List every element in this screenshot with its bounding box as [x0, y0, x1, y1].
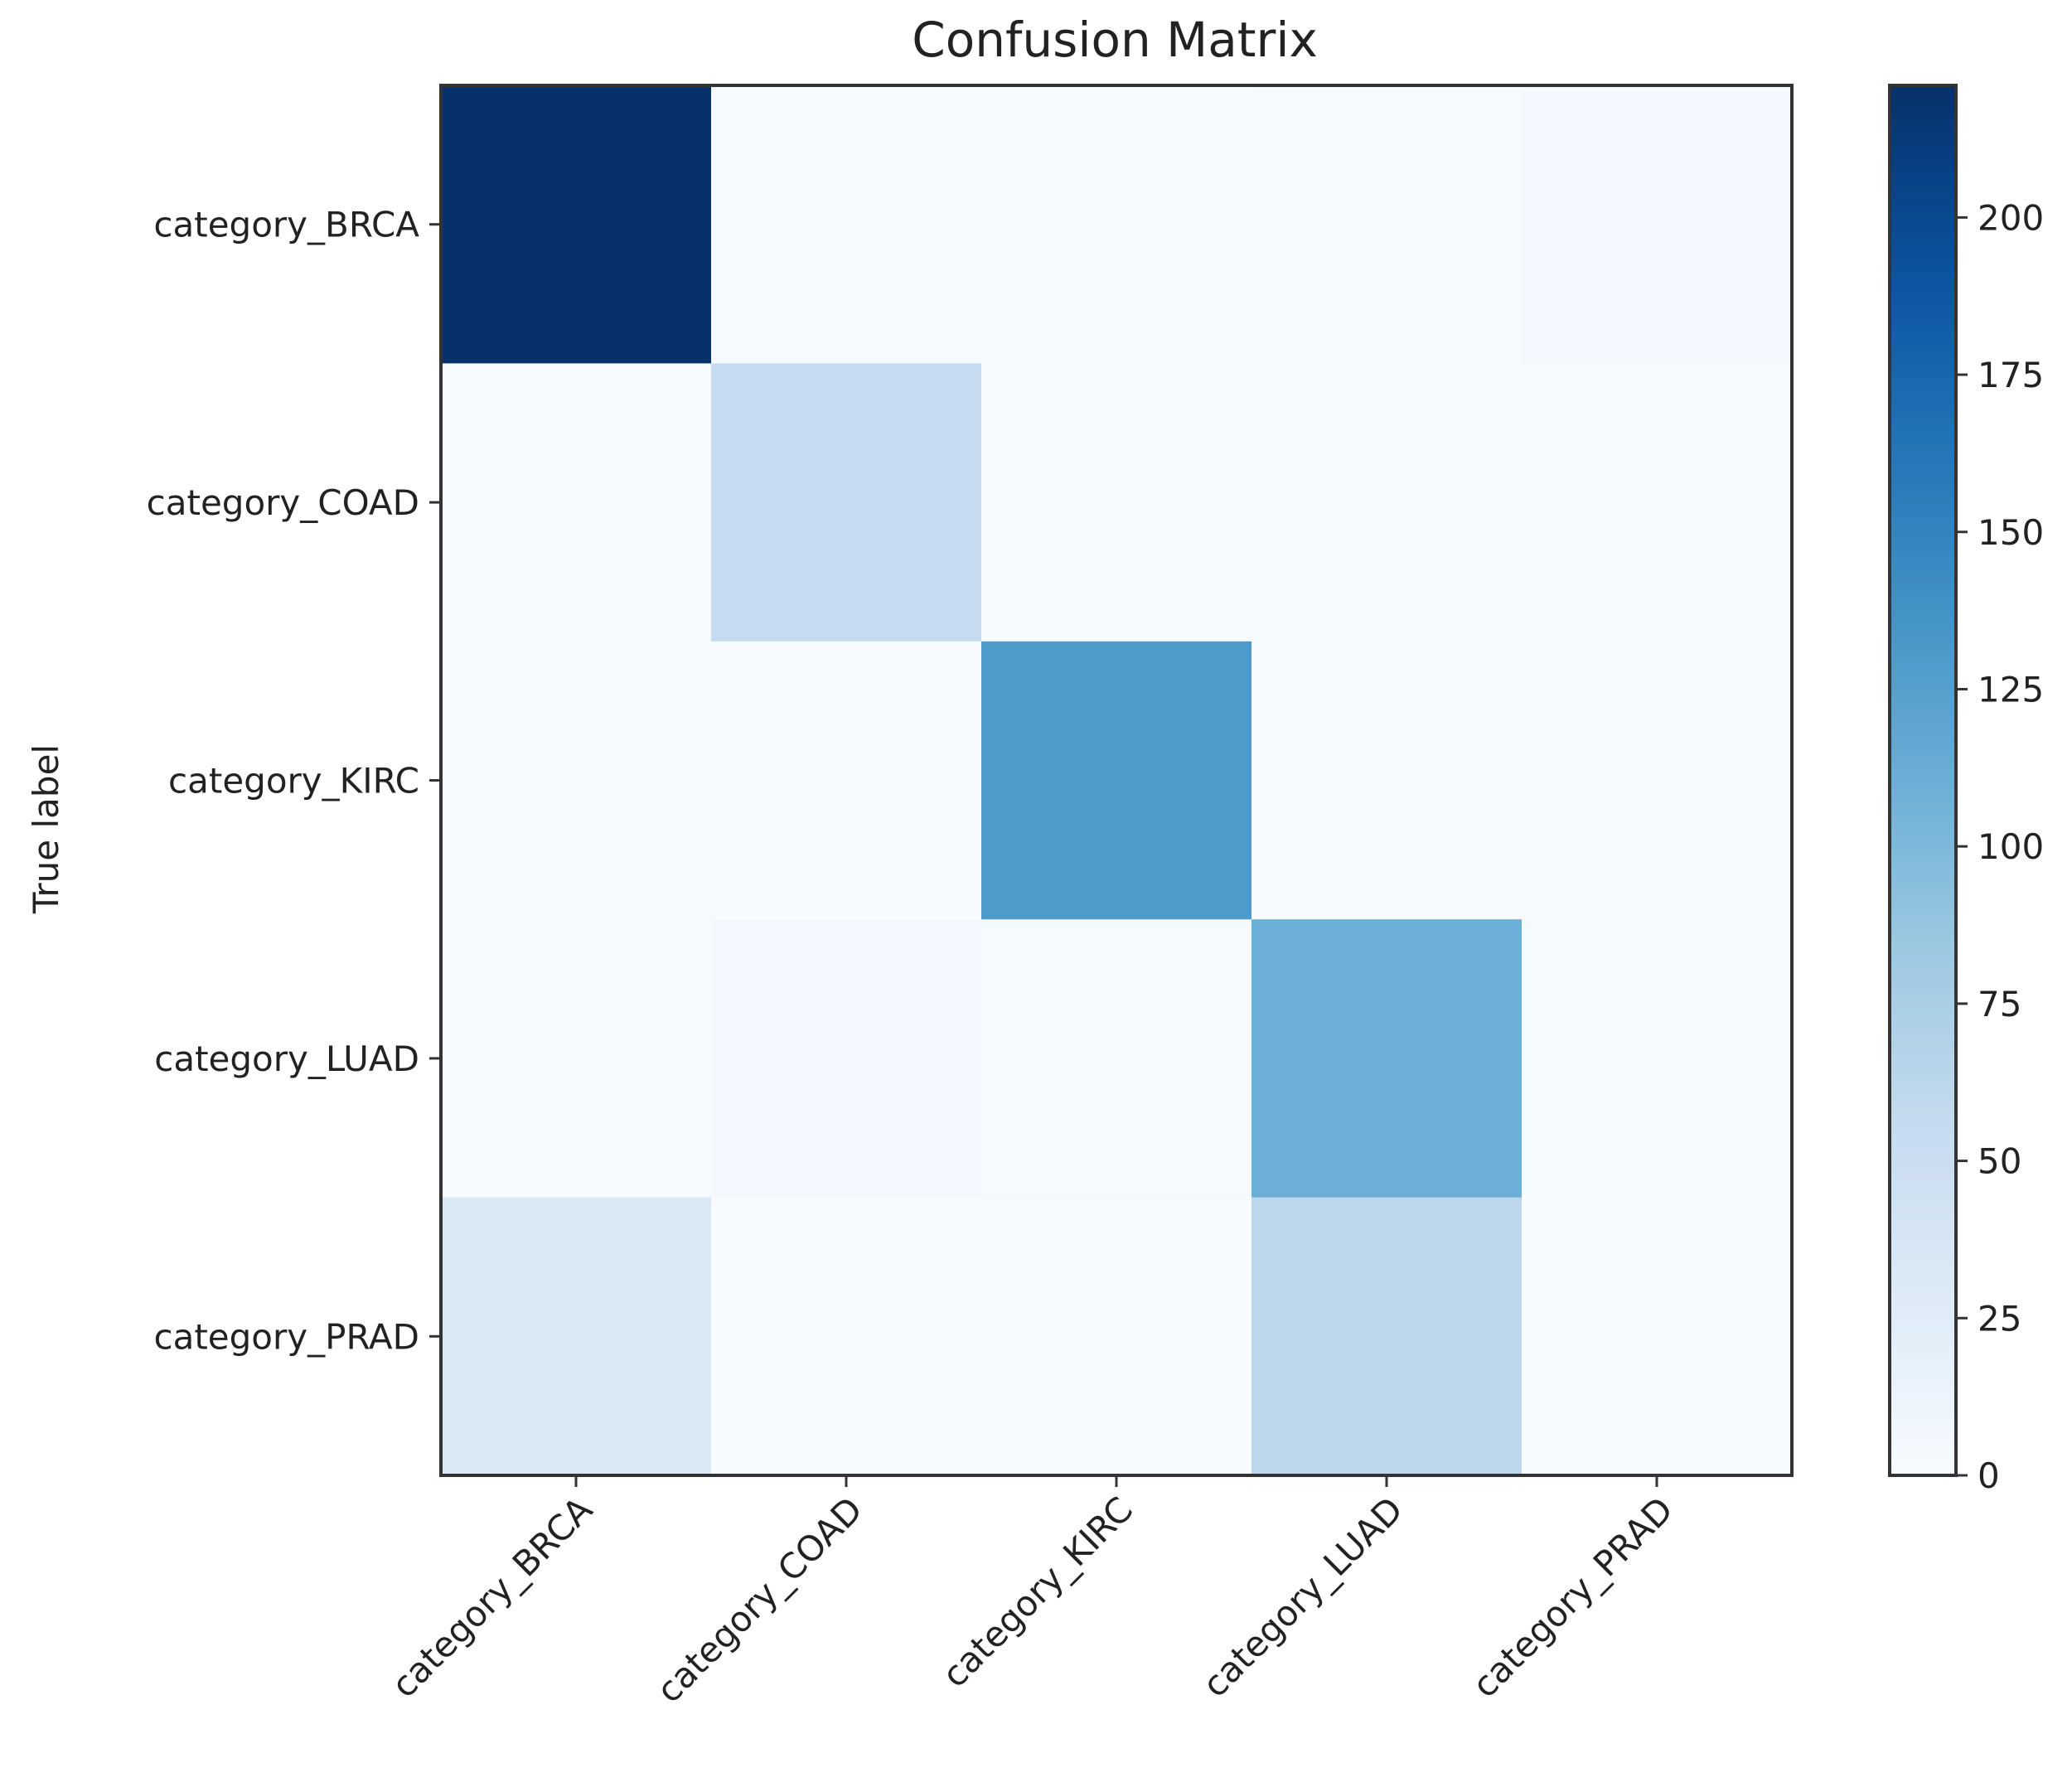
colorbar-tick-label: 150 [1978, 512, 2044, 553]
heatmap-cell [981, 85, 1252, 364]
heatmap-cell [711, 85, 982, 364]
colorbar-tick-label: 125 [1978, 669, 2044, 709]
x-axis-ticks: category_BRCA category_COAD category_KIRC c… [384, 1475, 1681, 1711]
heatmap-cell [711, 641, 982, 920]
y-tick-label: category_COAD [147, 482, 419, 523]
heatmap-cell [441, 363, 712, 642]
x-tick-label: category_COAD [649, 1489, 871, 1711]
heatmap-cell [1522, 641, 1793, 920]
heatmap-cell [1251, 85, 1523, 364]
heatmap-cell [441, 85, 712, 364]
chart-title: Confusion Matrix [912, 12, 1318, 68]
colorbar-gradient [1888, 84, 1958, 1477]
y-axis-label: True label [26, 744, 66, 914]
colorbar-tick-label: 0 [1978, 1455, 2000, 1496]
heatmap-cell [441, 1197, 712, 1476]
heatmap-cell [711, 363, 982, 642]
y-axis-ticks: category_BRCA category_COAD category_KIRCc… [147, 205, 441, 1357]
heatmap-cell [441, 641, 712, 920]
colorbar-tick-label: 25 [1978, 1298, 2021, 1339]
heatmap-cell [981, 641, 1252, 920]
y-tick-label: category_KIRC [168, 761, 419, 801]
heatmap-cell [1522, 1197, 1793, 1476]
colorbar-tick-label: 75 [1978, 984, 2021, 1024]
y-tick-label: category_BRCA [153, 205, 419, 245]
x-tick-label: category_LUAD [1194, 1489, 1411, 1705]
x-tick-label: category_PRAD [1464, 1489, 1681, 1705]
heatmap-cell [1522, 85, 1793, 364]
heatmap-cell [711, 919, 982, 1199]
heatmap-cell [1251, 641, 1523, 920]
y-tick-label: category_PRAD [154, 1316, 420, 1357]
heatmap-cell [441, 919, 712, 1199]
heatmap-cell [981, 1197, 1252, 1476]
y-tick-label: category_LUAD [154, 1039, 419, 1079]
colorbar-tick-label: 175 [1978, 355, 2044, 395]
heatmap-cell [1522, 919, 1793, 1199]
heatmap-cells [441, 85, 1793, 1476]
x-tick-label: category_KIRC [934, 1489, 1140, 1695]
heatmap-cell [1251, 1197, 1523, 1476]
heatmap-cell [1251, 919, 1523, 1199]
heatmap-cell [711, 1197, 982, 1476]
heatmap-cell [1251, 363, 1523, 642]
x-tick-label: category_BRCA [384, 1489, 601, 1706]
heatmap-cell [1522, 363, 1793, 642]
heatmap-cell [981, 363, 1252, 642]
heatmap-cell [981, 919, 1252, 1199]
colorbar-tick-label: 200 [1978, 197, 2044, 238]
colorbar: 0 25 50 75 100 125 150 175 200 [1888, 84, 2044, 1496]
colorbar-tick-label: 100 [1978, 826, 2044, 867]
colorbar-tick-label: 50 [1978, 1141, 2021, 1182]
